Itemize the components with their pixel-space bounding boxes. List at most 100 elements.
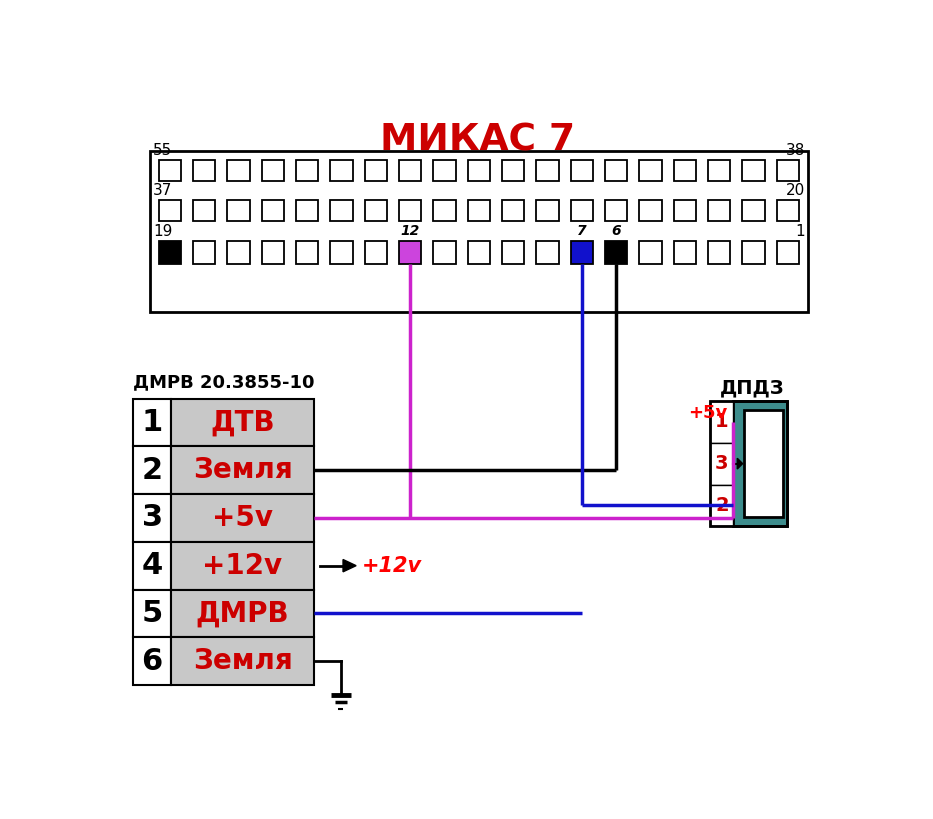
Bar [639, 200, 661, 221]
Text: 7: 7 [578, 224, 587, 238]
Text: 1: 1 [142, 408, 162, 437]
Text: +5v: +5v [212, 504, 273, 532]
Bar [708, 200, 731, 221]
Bar [262, 160, 285, 182]
Bar [467, 200, 490, 221]
Bar [674, 200, 696, 221]
Bar [172, 590, 313, 637]
Bar [172, 637, 313, 685]
Text: 6: 6 [611, 224, 621, 238]
Bar [674, 160, 696, 182]
Bar [743, 200, 765, 221]
Bar [710, 400, 733, 443]
Bar [733, 400, 787, 527]
Bar [743, 160, 765, 182]
Text: Земля: Земля [193, 647, 292, 675]
Bar [330, 241, 353, 264]
Bar [502, 160, 524, 182]
Bar [262, 241, 285, 264]
Text: 1: 1 [796, 224, 805, 239]
Text: ДТВ: ДТВ [210, 409, 275, 437]
Bar [606, 241, 627, 264]
Bar [296, 200, 318, 221]
Bar [434, 160, 455, 182]
Bar [193, 200, 216, 221]
Bar [172, 446, 313, 494]
Bar [467, 160, 490, 182]
Bar [399, 200, 422, 221]
Bar [399, 160, 422, 182]
Text: 6: 6 [142, 647, 162, 676]
Bar [228, 200, 250, 221]
Text: ДМРВ: ДМРВ [196, 600, 289, 627]
Text: Земля: Земля [193, 456, 292, 484]
Bar [159, 160, 181, 182]
Bar [606, 200, 627, 221]
Polygon shape [737, 459, 743, 469]
Bar [745, 410, 783, 517]
Text: 3: 3 [142, 504, 162, 532]
Bar [132, 399, 172, 446]
Bar [132, 637, 172, 685]
Bar [330, 160, 353, 182]
Text: 4: 4 [142, 551, 162, 580]
Text: 5: 5 [142, 599, 162, 628]
Text: 37: 37 [153, 183, 173, 198]
Bar [708, 160, 731, 182]
Bar [776, 241, 799, 264]
Bar [571, 160, 593, 182]
Bar [708, 241, 731, 264]
Text: 1: 1 [715, 412, 729, 432]
Bar [365, 160, 387, 182]
Bar [228, 241, 250, 264]
Bar [571, 241, 593, 264]
Bar [132, 542, 172, 590]
Bar [467, 241, 490, 264]
Bar [502, 200, 524, 221]
Bar [228, 160, 250, 182]
Bar [434, 200, 455, 221]
Text: 3: 3 [715, 455, 729, 473]
Bar [296, 160, 318, 182]
Bar [132, 494, 172, 542]
Bar [365, 241, 387, 264]
Bar [262, 200, 285, 221]
Bar [193, 241, 216, 264]
Bar [172, 494, 313, 542]
Bar [743, 241, 765, 264]
Bar [132, 590, 172, 637]
Text: 38: 38 [786, 143, 805, 158]
Text: 20: 20 [786, 183, 805, 198]
Text: ДПДЗ: ДПДЗ [720, 378, 785, 397]
Text: +5v: +5v [688, 404, 727, 422]
Polygon shape [343, 559, 356, 572]
Text: ДМРВ 20.3855-10: ДМРВ 20.3855-10 [132, 373, 314, 391]
Text: 2: 2 [715, 496, 729, 515]
Text: +12v: +12v [202, 552, 283, 580]
Bar [159, 241, 181, 264]
Bar [776, 200, 799, 221]
Bar [776, 160, 799, 182]
Bar [571, 200, 593, 221]
Bar [606, 160, 627, 182]
Text: 2: 2 [142, 455, 162, 485]
Text: МИКАС 7: МИКАС 7 [381, 123, 576, 159]
Bar [159, 200, 181, 221]
Bar [639, 160, 661, 182]
Bar [639, 241, 661, 264]
Bar [150, 151, 808, 312]
Bar [710, 443, 733, 485]
Bar [296, 241, 318, 264]
Bar [536, 160, 559, 182]
Text: 12: 12 [400, 224, 420, 238]
Bar [399, 241, 422, 264]
Bar [172, 399, 313, 446]
Bar [193, 160, 216, 182]
Bar [674, 241, 696, 264]
Text: 55: 55 [153, 143, 172, 158]
Bar [132, 446, 172, 494]
Bar [330, 200, 353, 221]
Text: +12v: +12v [362, 555, 423, 576]
Bar [434, 241, 455, 264]
Bar [710, 400, 787, 527]
